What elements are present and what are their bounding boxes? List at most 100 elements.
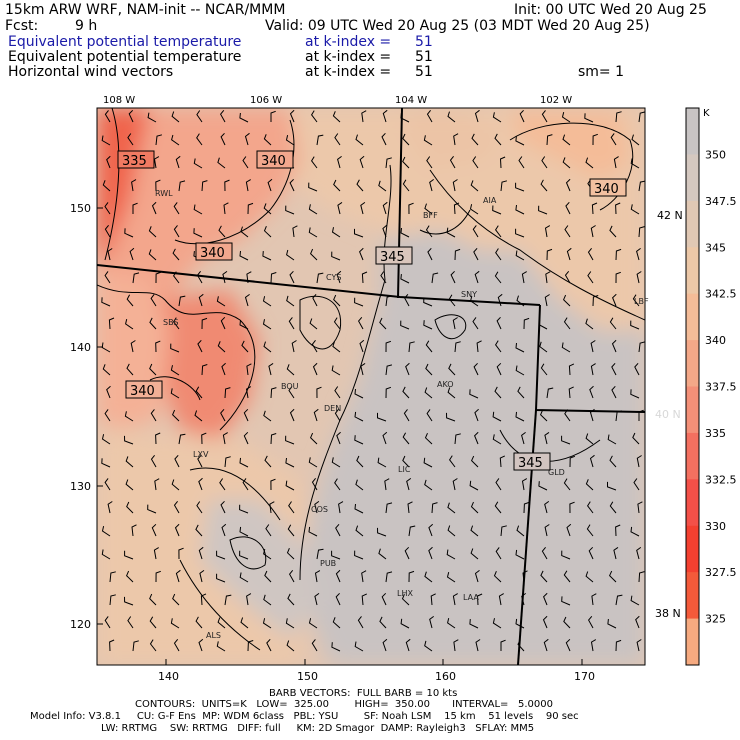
wind-barb — [474, 570, 480, 583]
wind-barb — [197, 454, 203, 468]
wind-barb — [379, 317, 387, 330]
wind-barb — [217, 341, 226, 353]
wind-barb — [199, 569, 205, 583]
wind-barb — [447, 111, 456, 123]
wind-barb — [292, 225, 298, 238]
wind-barb — [219, 109, 226, 123]
wind-barb — [262, 319, 272, 330]
wind-barb — [474, 270, 480, 284]
wind-barb — [500, 525, 507, 537]
colorbar-label: 350 — [705, 148, 726, 161]
wind-barb — [428, 546, 433, 560]
wind-barb — [585, 157, 594, 169]
wind-barb — [195, 524, 203, 537]
wind-barb — [239, 504, 249, 514]
wind-barb — [175, 155, 181, 169]
wind-barb — [404, 293, 410, 307]
wind-barb — [155, 179, 161, 192]
wind-barb — [173, 202, 180, 215]
wind-barb — [220, 316, 226, 330]
wind-barb — [452, 317, 458, 330]
wind-barb — [220, 132, 226, 146]
wind-barb — [270, 387, 277, 399]
wind-barb — [222, 270, 228, 284]
wind-barb — [246, 271, 252, 284]
wind-barb — [541, 110, 548, 123]
wind-barb — [427, 247, 433, 261]
wind-barb — [147, 112, 157, 123]
wind-barb — [224, 387, 231, 399]
colorbar-label: 345 — [705, 241, 726, 254]
wind-barb — [244, 132, 250, 146]
field-3-level: at k-index = — [305, 64, 392, 80]
wind-barb — [198, 638, 204, 652]
wind-barb — [377, 457, 387, 468]
wind-barb — [359, 339, 365, 353]
wind-barb — [589, 385, 594, 399]
wind-barb — [609, 317, 617, 330]
wind-barb — [155, 432, 161, 445]
wind-barb — [333, 317, 341, 330]
wind-barb — [124, 435, 134, 445]
wind-barb — [178, 295, 186, 307]
wind-barb — [170, 388, 180, 399]
city-label: ALS — [206, 631, 221, 640]
colorbar-swatch — [686, 340, 699, 387]
wind-barb — [178, 547, 184, 560]
wind-barb — [239, 250, 249, 261]
wind-barb — [516, 295, 525, 307]
field-3-value: 51 — [415, 64, 433, 80]
wind-barb — [242, 156, 249, 169]
wind-barb — [355, 479, 364, 491]
colorbar-label: 325 — [705, 613, 726, 626]
wind-barb — [149, 616, 157, 629]
wind-barb — [311, 339, 318, 353]
wind-barb — [569, 501, 575, 514]
fcst-value: 9 h — [75, 18, 98, 34]
wind-barb — [425, 363, 433, 376]
wind-barb — [101, 434, 111, 445]
wind-barb — [475, 639, 481, 652]
wind-barb — [543, 592, 548, 606]
x-tick-label: 160 — [435, 670, 456, 683]
wind-barb — [452, 179, 458, 192]
wind-barb — [316, 134, 324, 146]
wind-barb — [470, 455, 479, 468]
field-2-name: Equivalent potential temperature — [8, 49, 242, 65]
wind-barb — [610, 133, 617, 146]
wind-barb — [385, 157, 392, 169]
wind-barb — [586, 524, 594, 537]
wind-barb — [174, 454, 180, 468]
wind-barb — [521, 431, 526, 445]
wind-barb — [585, 318, 594, 330]
wind-barb — [447, 525, 456, 537]
wind-barb — [564, 409, 571, 422]
wind-barb — [470, 548, 479, 560]
wind-barb — [356, 455, 364, 468]
city-label: LIC — [398, 465, 411, 474]
wind-barb — [630, 526, 640, 537]
wind-barb — [264, 570, 272, 583]
wind-barb — [613, 546, 619, 560]
wind-barb — [450, 270, 456, 284]
wind-barb — [270, 433, 277, 445]
wind-barb — [448, 455, 456, 468]
wind-barb — [424, 571, 433, 583]
wind-barb — [126, 570, 134, 583]
wind-barb — [453, 639, 459, 652]
wind-barb — [469, 204, 479, 215]
wind-barb — [613, 156, 619, 169]
wind-barb — [545, 271, 551, 284]
wind-barb — [149, 363, 157, 376]
wind-barb — [337, 201, 343, 215]
wind-barb — [378, 180, 387, 192]
wind-barb — [516, 525, 525, 537]
wind-barb — [194, 410, 203, 422]
wind-barb — [356, 179, 364, 192]
wind-barb — [289, 109, 295, 123]
wind-barb — [288, 317, 295, 330]
city-label: BFF — [423, 211, 438, 220]
wind-barb — [542, 615, 548, 629]
wind-barb — [377, 527, 387, 537]
wind-barb — [149, 317, 157, 330]
